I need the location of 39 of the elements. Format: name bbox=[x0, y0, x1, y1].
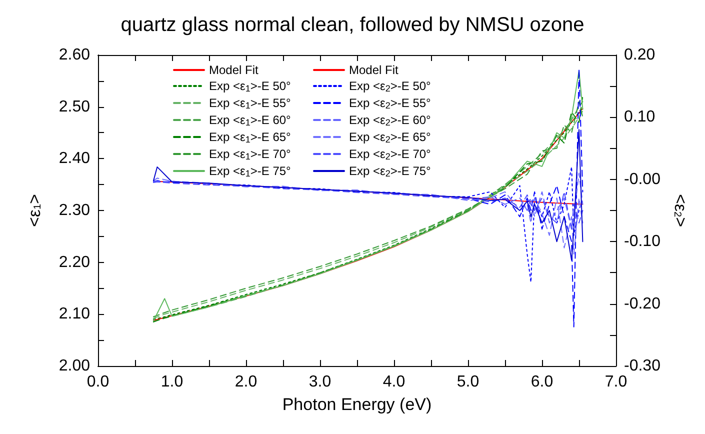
y2-tick-label: -0.00 bbox=[624, 170, 661, 188]
y2-tick-label: -0.30 bbox=[624, 358, 661, 374]
x-tick-label: 6.0 bbox=[530, 374, 554, 390]
y-tick-label: 2.20 bbox=[58, 254, 90, 271]
y-tick-label: 2.10 bbox=[58, 306, 90, 323]
y-axis-title: <ε1> bbox=[25, 194, 44, 227]
legend-label: Model Fit bbox=[349, 63, 400, 77]
legend-label: Exp <ε1>-E 75° bbox=[209, 164, 292, 178]
x-tick-label: 2.0 bbox=[234, 374, 258, 390]
x-tick-label: 4.0 bbox=[382, 374, 406, 390]
y2-tick-label: 0.10 bbox=[624, 108, 656, 126]
y2-tick-label: -0.20 bbox=[624, 295, 661, 312]
y2-tick-label: -0.10 bbox=[624, 233, 661, 250]
legend-label: Exp <ε2>-E 65° bbox=[349, 130, 432, 144]
x-axis-title: Photon Energy (eV) bbox=[282, 395, 432, 414]
legend-label: Exp <ε1>-E 50° bbox=[209, 79, 292, 94]
x-tick-label: 0.0 bbox=[86, 374, 110, 390]
legend-label: Exp <ε2>-E 75° bbox=[349, 164, 432, 178]
x-tick-label: 7.0 bbox=[604, 374, 628, 390]
y-tick-label: 2.60 bbox=[58, 46, 90, 64]
legend-label: Exp <ε1>-E 55° bbox=[209, 96, 292, 110]
legend-label: Exp <ε1>-E 60° bbox=[209, 113, 292, 128]
x-tick-label: 5.0 bbox=[456, 374, 480, 390]
legend-label: Exp <ε1>-E 65° bbox=[209, 130, 292, 144]
chart-title: quartz glass normal clean, followed by NMSU ozone bbox=[120, 14, 584, 36]
x-tick-label: 3.0 bbox=[308, 374, 332, 390]
x-tick-label: 1.0 bbox=[160, 374, 184, 390]
legend-label: Exp <ε2>-E 70° bbox=[349, 147, 432, 162]
legend-label: Exp <ε1>-E 70° bbox=[209, 147, 292, 162]
legend-label: Exp <ε2>-E 55° bbox=[349, 96, 432, 110]
legend-label: Model Fit bbox=[209, 63, 260, 77]
y-tick-label: 2.30 bbox=[58, 202, 90, 219]
legend-label: Exp <ε2>-E 50° bbox=[349, 79, 432, 94]
legend-label: Exp <ε2>-E 60° bbox=[349, 113, 432, 128]
y-tick-label: 2.40 bbox=[58, 150, 90, 168]
y2-axis-title: <ε2> bbox=[671, 194, 690, 228]
y2-tick-label: 0.20 bbox=[624, 46, 656, 64]
y-tick-label: 2.00 bbox=[58, 358, 90, 374]
y-tick-label: 2.50 bbox=[58, 98, 90, 116]
